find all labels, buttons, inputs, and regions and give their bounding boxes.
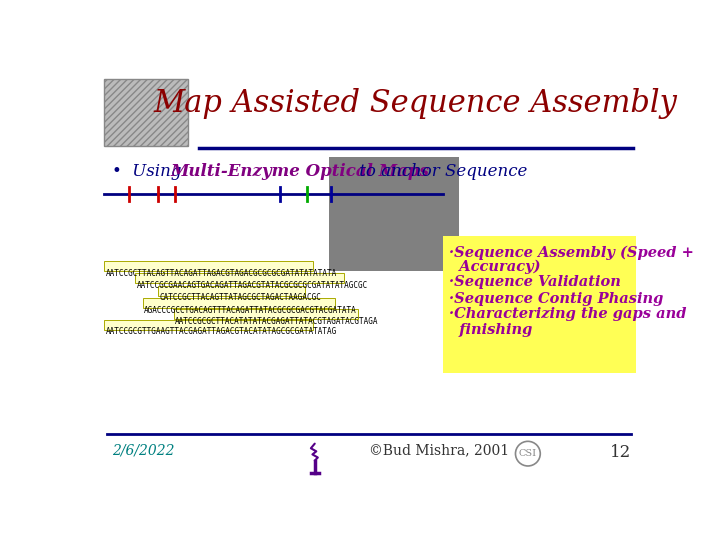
- Text: CATCCGCTTACAGTTATAGCGCTAGACTAAGACGC: CATCCGCTTACAGTTATAGCGCTAGACTAAGACGC: [160, 294, 322, 302]
- Text: ·Characterizing the gaps and: ·Characterizing the gaps and: [449, 307, 686, 321]
- Text: AATCCGCGCTTACATATATACGAGATTATACGTAGATACGTAGA: AATCCGCGCTTACATATATACGAGATTATACGTAGATACG…: [175, 316, 379, 326]
- Bar: [174, 309, 358, 319]
- Bar: [158, 286, 305, 296]
- Text: •  Using: • Using: [112, 164, 186, 180]
- Text: to anchor Sequence: to anchor Sequence: [354, 164, 527, 180]
- Text: Accuracy): Accuracy): [449, 260, 540, 274]
- Bar: [104, 320, 313, 330]
- Text: 2/6/2022: 2/6/2022: [112, 444, 174, 457]
- Bar: [329, 157, 459, 271]
- Bar: [104, 79, 188, 146]
- Text: Map Assisted Sequence Assembly: Map Assisted Sequence Assembly: [153, 88, 678, 119]
- Text: AATCCGCTTACAGTTACAGATTAGACGTAGACGCGCGCGATATATATATA: AATCCGCTTACAGTTACAGATTAGACGTAGACGCGCGCGA…: [106, 269, 337, 278]
- Bar: [444, 236, 636, 373]
- Bar: [135, 273, 344, 284]
- Text: AGACCCGCCTGACAGTTTACAGATTATACGCGCGACGTACGATATA: AGACCCGCCTGACAGTTTACAGATTATACGCGCGACGTAC…: [144, 306, 357, 315]
- Text: ·Sequence Validation: ·Sequence Validation: [449, 275, 621, 289]
- Text: AATCCGCGAACAGTGACAGATTAGACGTATACGCGCGCGATATATAGCGC: AATCCGCGAACAGTGACAGATTAGACGTATACGCGCGCGA…: [137, 281, 368, 290]
- Text: ·Sequence Contig Phasing: ·Sequence Contig Phasing: [449, 292, 663, 306]
- Text: ©Bud Mishra, 2001: ©Bud Mishra, 2001: [369, 444, 509, 457]
- Text: CSI: CSI: [519, 449, 537, 458]
- Text: ·Sequence Assembly (Speed +: ·Sequence Assembly (Speed +: [449, 246, 693, 260]
- Text: 12: 12: [610, 444, 631, 461]
- Bar: [104, 261, 313, 271]
- Text: Multi-Enzyme Optical Maps: Multi-Enzyme Optical Maps: [171, 164, 429, 180]
- Text: AATCCGCGTTGAAGTTACGAGATTAGACGTACATATAGCGCGATATATAG: AATCCGCGTTGAAGTTACGAGATTAGACGTACATATAGCG…: [106, 327, 337, 336]
- Bar: [143, 298, 336, 308]
- Text: finishing: finishing: [449, 323, 532, 337]
